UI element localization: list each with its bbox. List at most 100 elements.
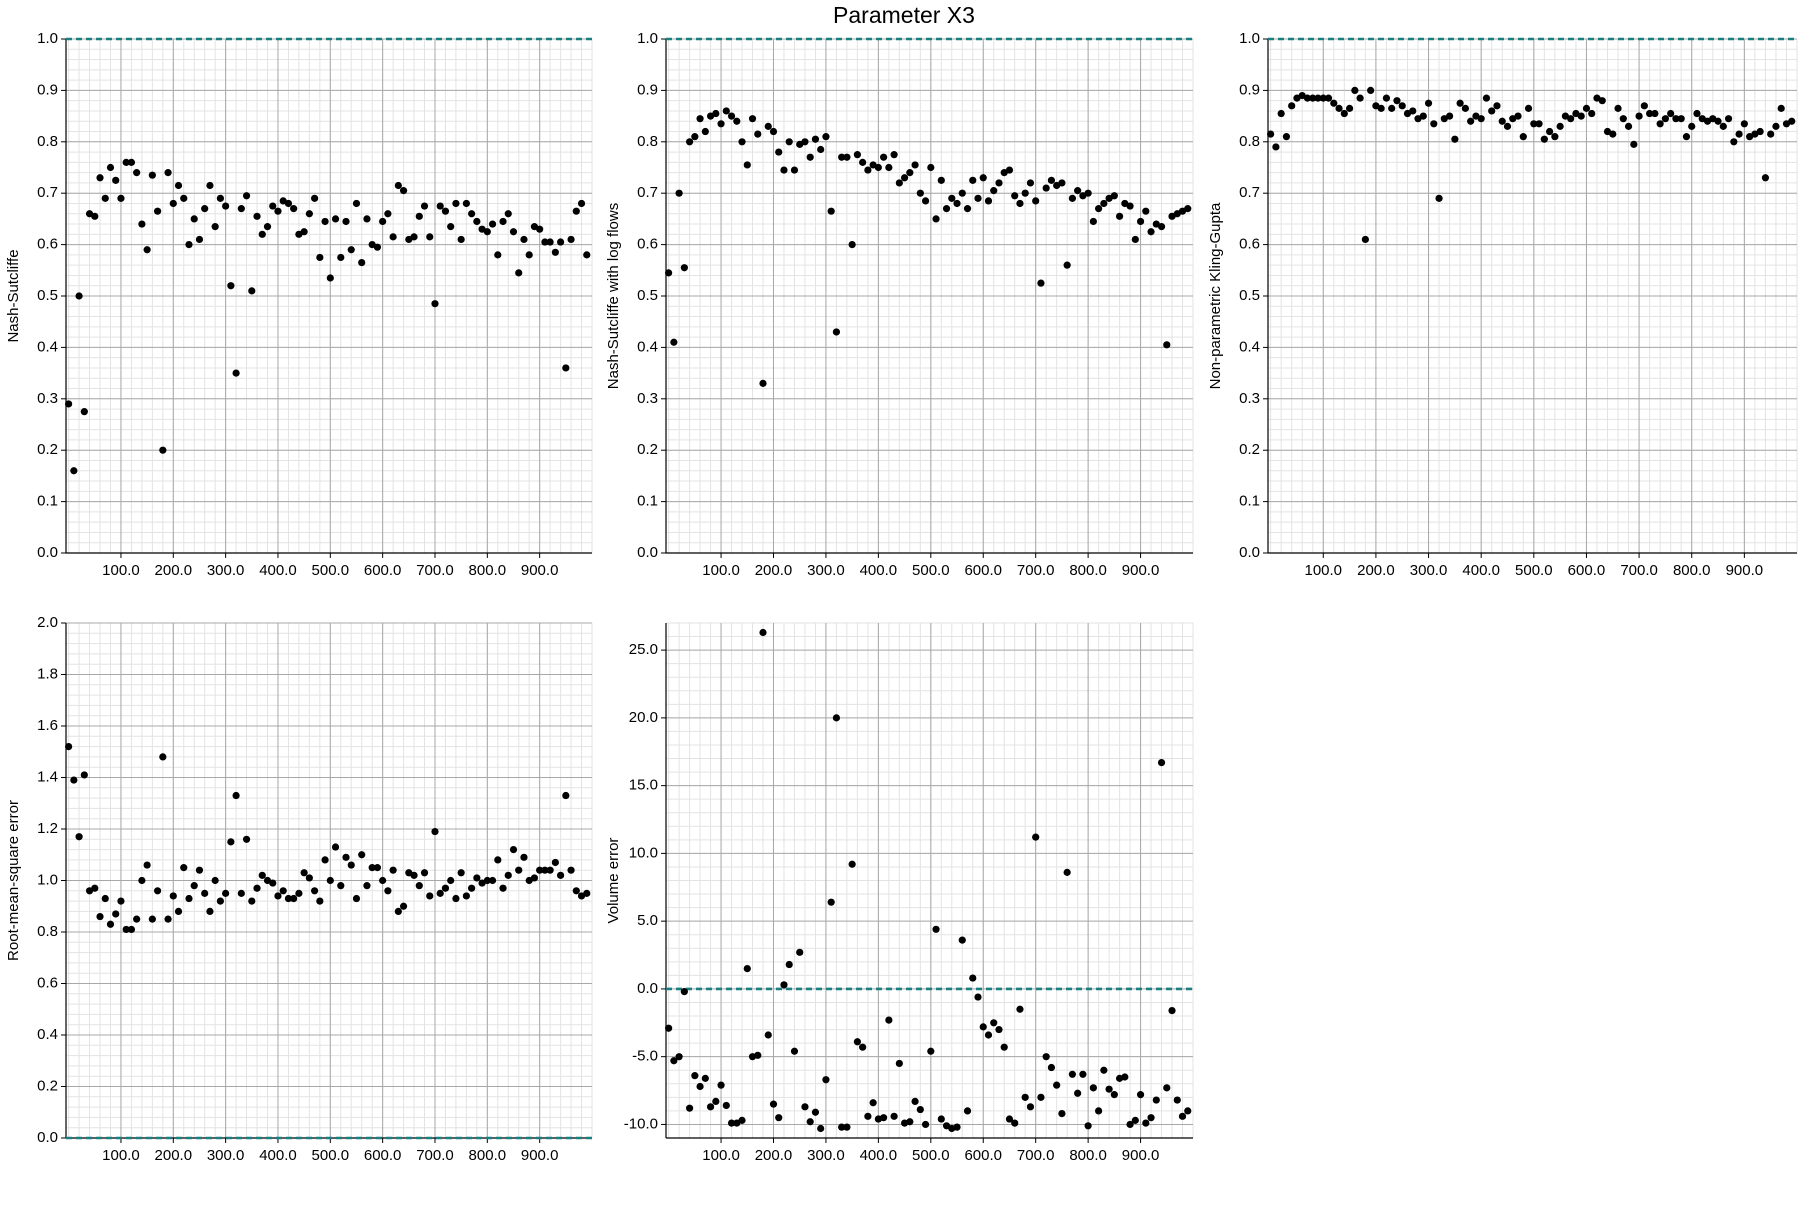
data-point	[253, 884, 261, 892]
data-point	[1021, 189, 1029, 197]
data-point	[174, 181, 183, 190]
data-point	[379, 217, 387, 226]
data-point	[153, 887, 162, 895]
data-point	[1624, 122, 1633, 130]
data-point	[211, 223, 219, 231]
data-point	[1184, 1107, 1192, 1115]
data-point	[1356, 94, 1364, 102]
data-point	[853, 151, 861, 159]
data-point	[685, 138, 694, 146]
x-tick-label: 400.0	[1462, 562, 1500, 579]
data-point	[1682, 133, 1691, 141]
data-point	[389, 866, 397, 874]
data-point	[1661, 115, 1670, 123]
x-tick-label: 900.0	[521, 1147, 559, 1164]
y-axis-label: Nash-Sutcliffe with log flows	[605, 203, 622, 389]
y-tick-label: 1.0	[37, 871, 58, 888]
data-point	[937, 1115, 945, 1123]
data-point	[885, 163, 893, 172]
data-point	[1157, 758, 1166, 767]
data-point	[675, 189, 683, 197]
data-point	[483, 876, 491, 885]
x-tick-label: 700.0	[416, 562, 454, 579]
data-point	[1393, 97, 1401, 105]
data-point	[190, 882, 198, 890]
data-point	[1047, 176, 1056, 184]
data-point	[180, 194, 188, 202]
data-point	[1303, 94, 1312, 102]
data-point	[759, 379, 767, 387]
y-tick-label: 0.8	[37, 923, 58, 940]
data-point	[138, 876, 146, 885]
data-point	[696, 1082, 704, 1091]
data-point	[1435, 194, 1443, 202]
y-tick-label: 0.5	[637, 287, 658, 304]
data-point	[738, 1116, 746, 1124]
data-point	[1772, 122, 1780, 130]
data-point	[1445, 112, 1454, 120]
data-point	[796, 948, 804, 956]
data-point	[817, 145, 825, 154]
data-point	[1136, 1091, 1145, 1099]
data-point	[572, 887, 580, 895]
x-tick-label: 800.0	[469, 562, 507, 579]
data-point	[1756, 127, 1764, 136]
data-point	[311, 194, 319, 202]
data-point	[101, 894, 109, 903]
data-point	[195, 235, 204, 244]
data-point	[932, 925, 940, 933]
y-tick-label: 0.3	[637, 390, 658, 407]
data-point	[1567, 115, 1575, 123]
data-point	[722, 1101, 730, 1110]
data-point	[895, 179, 903, 187]
data-point	[483, 228, 491, 236]
data-point	[1115, 212, 1124, 220]
data-point	[530, 874, 539, 882]
data-point	[1110, 1091, 1118, 1099]
data-point	[785, 138, 793, 146]
data-point	[1277, 109, 1285, 118]
data-point	[958, 189, 966, 197]
data-point	[1053, 1081, 1061, 1089]
data-point	[1582, 104, 1591, 112]
data-point	[1282, 133, 1291, 141]
data-point	[65, 400, 73, 408]
y-tick-label: 0.2	[1239, 441, 1260, 458]
data-point	[1136, 217, 1145, 226]
y-tick-label: 0.7	[637, 184, 658, 201]
data-point	[536, 225, 544, 233]
x-tick-label: 500.0	[312, 562, 350, 579]
data-point	[1157, 223, 1166, 231]
data-point	[499, 217, 507, 226]
data-point	[431, 827, 439, 836]
data-point	[1467, 117, 1475, 125]
data-point	[1178, 1112, 1187, 1120]
data-point	[717, 120, 725, 128]
data-point	[843, 1123, 851, 1131]
data-point	[1693, 109, 1701, 118]
data-point	[185, 241, 193, 249]
data-point	[969, 974, 977, 982]
data-point	[127, 158, 136, 166]
data-point	[743, 964, 751, 973]
data-point	[780, 981, 788, 989]
data-point	[363, 882, 371, 890]
x-tick-label: 500.0	[912, 1147, 950, 1164]
data-point	[864, 1112, 872, 1120]
data-point	[1588, 109, 1596, 118]
data-point	[227, 282, 235, 290]
y-tick-label: 0.5	[37, 287, 58, 304]
data-point	[248, 287, 256, 295]
data-point	[1042, 184, 1050, 192]
data-point	[269, 202, 277, 210]
data-point	[769, 127, 778, 136]
data-point	[237, 205, 245, 213]
y-tick-label: 0.3	[37, 390, 58, 407]
data-point	[911, 1097, 919, 1106]
data-point	[680, 988, 688, 996]
data-point	[1719, 122, 1727, 130]
x-tick-label: 800.0	[1069, 1147, 1107, 1164]
data-point	[1546, 127, 1554, 136]
data-point	[133, 915, 141, 923]
